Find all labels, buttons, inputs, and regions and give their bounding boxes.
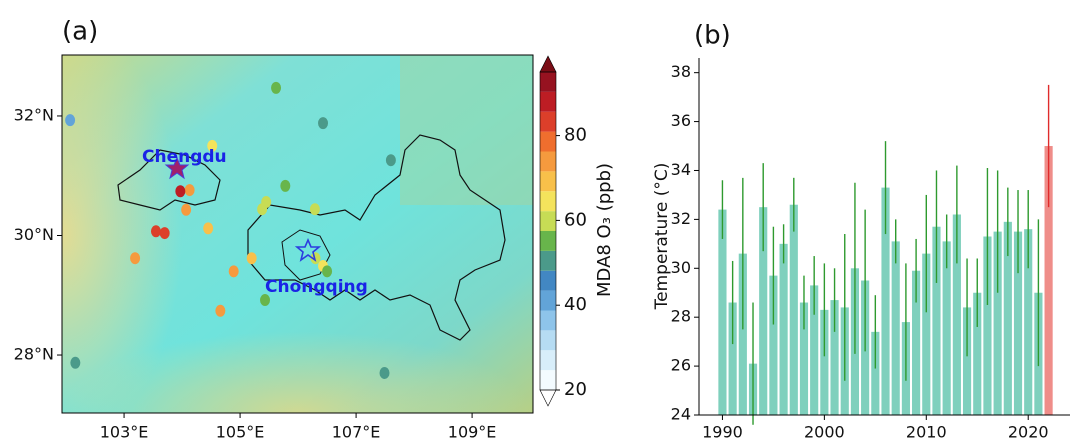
site [380, 367, 389, 378]
bar [790, 205, 798, 415]
site [258, 204, 267, 215]
site [204, 223, 213, 234]
y-tick-label: 30°N [14, 225, 54, 244]
colorbar-swatch [540, 211, 556, 231]
y-tick-label: 30 [671, 258, 691, 277]
site [66, 115, 75, 126]
site [131, 253, 140, 264]
x-tick-label: 2000 [804, 423, 845, 442]
panel-label: (a) [62, 17, 98, 47]
site [323, 266, 332, 277]
x-tick-label: 2010 [906, 423, 947, 442]
colorbar-swatch [540, 370, 556, 390]
colorbar-extend [540, 390, 556, 406]
y-axis-label: Temperature (°C) [652, 163, 672, 311]
site [310, 204, 319, 215]
colorbar-swatch [540, 231, 556, 251]
site [71, 357, 80, 368]
y-tick-label: 38 [671, 62, 691, 81]
x-tick-label: 2020 [1008, 423, 1049, 442]
colorbar-tick-label: 60 [564, 209, 587, 230]
bar [780, 244, 788, 415]
y-tick-label: 36 [671, 111, 691, 130]
x-tick-label: 109°E [448, 423, 497, 442]
bar [892, 241, 900, 415]
site [185, 185, 194, 196]
colorbar-swatch [540, 271, 556, 291]
site [151, 226, 160, 237]
colorbar: 20 40 60 80 [540, 56, 587, 406]
colorbar-swatch [540, 112, 556, 132]
y-tick-label: 24 [671, 405, 691, 424]
bar [718, 210, 726, 415]
colorbar-tick-label: 20 [564, 379, 587, 400]
terrain-shade [400, 55, 533, 205]
y-tick-label: 32 [671, 209, 691, 228]
colorbar-swatch [540, 330, 556, 350]
site [229, 266, 238, 277]
colorbar-swatch [540, 72, 556, 92]
x-tick-label: 107°E [332, 423, 381, 442]
city-label: Chongqing [265, 277, 368, 297]
x-tick-label: 105°E [216, 423, 265, 442]
terrain-shade [62, 250, 533, 413]
colorbar-extend [540, 56, 556, 72]
colorbar-swatch [540, 350, 556, 370]
site [386, 155, 395, 166]
site [319, 118, 328, 129]
figure: Chengdu Chongqing (a) (b) 20 40 60 80 MDA8 … [0, 0, 1075, 442]
colorbar-swatch [540, 291, 556, 311]
x-tick-label: 103°E [100, 423, 149, 442]
colorbar-tick-label: 80 [564, 125, 587, 146]
site [182, 204, 191, 215]
colorbar-label: MDA8 O₃ (ppb) [594, 163, 615, 297]
colorbar-swatch [540, 251, 556, 271]
x-tick-label: 1990 [702, 423, 743, 442]
site [160, 228, 169, 239]
colorbar-swatch [540, 92, 556, 112]
y-tick-label: 28°N [14, 345, 54, 364]
panel-label: (b) [694, 21, 731, 51]
bar-panel: 24 26 28 30 32 34 36 38 1990 2000 2010 2020 [671, 58, 1070, 442]
y-tick-label: 26 [671, 356, 691, 375]
colorbar-tick-label: 40 [564, 294, 587, 315]
colorbar-swatch [540, 132, 556, 152]
y-tick-label: 32°N [14, 105, 54, 124]
y-tick-label: 28 [671, 307, 691, 326]
site [216, 305, 225, 316]
y-tick-label: 34 [671, 160, 691, 179]
site [281, 180, 290, 191]
site [176, 186, 185, 197]
colorbar-swatch [540, 171, 556, 191]
colorbar-swatch [540, 191, 556, 211]
site [247, 253, 256, 264]
map-panel [62, 55, 533, 413]
city-label: Chengdu [142, 147, 227, 167]
colorbar-swatch [540, 311, 556, 331]
site [272, 82, 281, 93]
colorbar-swatch [540, 152, 556, 172]
